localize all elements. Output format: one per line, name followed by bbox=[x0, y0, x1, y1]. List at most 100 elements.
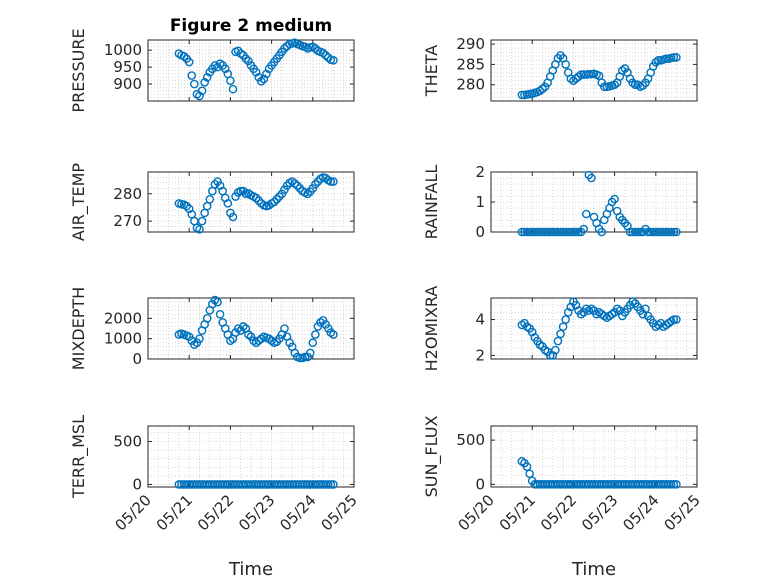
data-point bbox=[561, 60, 570, 69]
y-axis-label: MIXDEPTH bbox=[69, 287, 88, 370]
data-point bbox=[200, 78, 209, 87]
data-point bbox=[566, 74, 576, 83]
x-tick-label: 05/21 bbox=[496, 491, 539, 534]
data-point bbox=[226, 76, 235, 85]
data-point bbox=[205, 194, 215, 204]
data-point bbox=[321, 50, 330, 60]
data-point bbox=[669, 227, 679, 237]
data-point bbox=[666, 480, 676, 489]
data-point bbox=[305, 348, 315, 358]
subplot-theta: 280 285 290 THETA bbox=[422, 35, 698, 102]
y-tick-label: 950 bbox=[113, 58, 142, 76]
data-point bbox=[545, 351, 555, 360]
y-tick-label: 900 bbox=[113, 75, 142, 93]
data-point bbox=[282, 181, 292, 190]
data-point bbox=[654, 56, 663, 65]
data-point bbox=[244, 330, 253, 339]
data-point bbox=[633, 227, 643, 237]
data-point bbox=[195, 334, 204, 343]
data-point bbox=[280, 44, 289, 53]
axes-frame bbox=[147, 297, 355, 360]
data-point bbox=[264, 334, 274, 343]
data-point bbox=[326, 480, 336, 489]
data-point bbox=[228, 84, 238, 94]
x-tick-label: 05/25 bbox=[318, 491, 361, 534]
data-point bbox=[633, 80, 643, 90]
y-axis-label: RAINFALL bbox=[422, 165, 441, 240]
data-point bbox=[579, 224, 589, 234]
data-point bbox=[538, 84, 547, 94]
data-point bbox=[597, 227, 607, 237]
y-tick-label: 0 bbox=[475, 475, 485, 493]
data-point bbox=[323, 480, 333, 489]
data-point bbox=[179, 51, 189, 61]
data-point bbox=[254, 196, 264, 205]
data-point bbox=[202, 72, 212, 82]
data-point bbox=[574, 72, 583, 81]
data-point bbox=[197, 216, 207, 226]
x-tick-label: 05/23 bbox=[235, 491, 278, 534]
y-tick-label: 1 bbox=[475, 193, 485, 211]
data-point bbox=[669, 480, 679, 489]
figure-title: Figure 2 medium bbox=[170, 16, 332, 36]
data-point bbox=[280, 324, 289, 333]
data-point bbox=[190, 340, 199, 350]
data-point bbox=[238, 186, 248, 196]
data-point bbox=[672, 53, 681, 62]
data-point bbox=[600, 82, 609, 92]
subplot-air-temp: 270 280 AIR_TEMP bbox=[69, 163, 355, 241]
data-point bbox=[190, 79, 199, 89]
x-tick-label: 05/21 bbox=[153, 491, 196, 534]
data-point bbox=[293, 181, 302, 190]
data-point bbox=[311, 179, 320, 189]
data-point bbox=[672, 227, 681, 237]
y-tick-label: 500 bbox=[456, 431, 485, 449]
y-tick-label: 280 bbox=[456, 76, 485, 94]
data-point bbox=[561, 315, 570, 324]
data-point bbox=[581, 209, 591, 219]
data-point bbox=[187, 71, 197, 80]
data-point bbox=[213, 297, 222, 307]
data-point bbox=[672, 315, 681, 324]
data-point bbox=[267, 336, 276, 346]
y-tick-label: 0 bbox=[132, 350, 142, 368]
data-point bbox=[329, 56, 338, 65]
data-point bbox=[551, 345, 560, 355]
x-tick-label: 05/20 bbox=[455, 491, 498, 534]
data-point bbox=[269, 197, 279, 207]
data-point bbox=[223, 199, 233, 208]
y-tick-label: 0 bbox=[132, 475, 142, 493]
data-point bbox=[202, 314, 212, 323]
x-axis-label-left: Time bbox=[228, 559, 273, 580]
data-point bbox=[535, 86, 545, 96]
data-point bbox=[318, 48, 328, 58]
subplot-mixdepth: 0 1000 2000 MIXDEPTH bbox=[69, 287, 355, 370]
data-point bbox=[249, 336, 258, 346]
y-axis-label: PRESSURE bbox=[69, 28, 88, 112]
data-point bbox=[210, 295, 220, 305]
x-tick-label: 05/22 bbox=[537, 491, 580, 534]
data-point bbox=[241, 54, 251, 63]
data-point bbox=[641, 304, 650, 314]
data-point bbox=[215, 309, 225, 319]
y-tick-label: 2 bbox=[475, 346, 485, 364]
data-point bbox=[295, 184, 305, 193]
data-point bbox=[254, 336, 264, 346]
data-point bbox=[672, 480, 681, 489]
x-tick-label: 05/20 bbox=[112, 491, 155, 534]
y-axis-label: H2OMIXRA bbox=[422, 286, 441, 372]
data-point bbox=[308, 338, 318, 348]
y-tick-label: 285 bbox=[456, 55, 485, 73]
data-point bbox=[220, 64, 230, 74]
data-point bbox=[262, 69, 271, 79]
axes-frame bbox=[490, 297, 698, 360]
data-point bbox=[326, 177, 336, 186]
data-point bbox=[525, 469, 534, 479]
data-point bbox=[303, 189, 312, 199]
x-tick-label: 05/23 bbox=[578, 491, 621, 534]
data-point bbox=[195, 224, 204, 234]
data-point bbox=[251, 193, 261, 203]
